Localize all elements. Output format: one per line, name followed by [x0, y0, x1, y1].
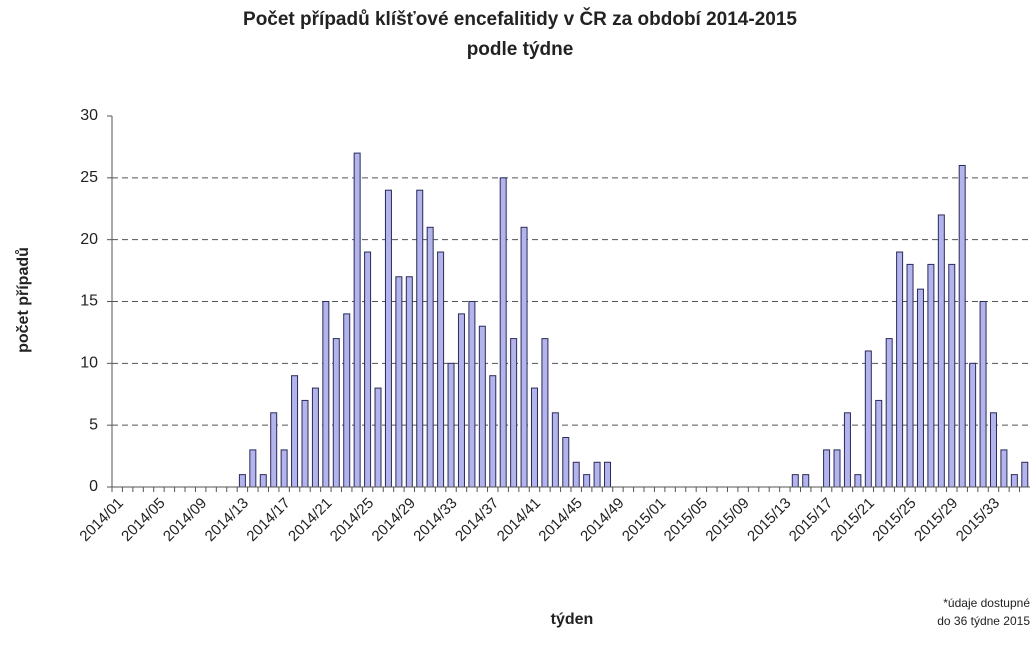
- x-tick-label: 2014/01: [76, 495, 126, 545]
- bar: [989, 412, 997, 488]
- bar: [249, 449, 257, 488]
- bar: [301, 399, 309, 488]
- x-tick-label: 2014/45: [535, 495, 585, 545]
- y-tick-label: 5: [89, 416, 98, 433]
- y-tick-label: 0: [89, 478, 98, 495]
- x-tick-label: 2015/09: [702, 495, 752, 545]
- bar: [499, 177, 507, 488]
- x-tick-label: 2015/17: [786, 495, 836, 545]
- bar: [447, 362, 455, 488]
- bar: [1010, 474, 1018, 488]
- x-tick-label: 2014/21: [285, 495, 335, 545]
- bar: [875, 399, 883, 488]
- bar: [510, 338, 518, 488]
- y-tick-label: 15: [80, 293, 98, 310]
- bar: [457, 313, 465, 488]
- bar: [520, 226, 528, 488]
- y-tick-label: 10: [80, 355, 98, 372]
- bar: [478, 325, 486, 488]
- bar: [1021, 461, 1029, 488]
- bar: [906, 263, 914, 488]
- bar: [948, 263, 956, 488]
- bar: [583, 474, 591, 488]
- chart-subtitle: podle týdne: [467, 39, 574, 60]
- bar: [489, 375, 497, 488]
- bar: [593, 461, 601, 488]
- x-tick-label: 2015/01: [619, 495, 669, 545]
- bar: [885, 338, 893, 488]
- bar: [530, 387, 538, 488]
- y-tick-label: 30: [80, 107, 98, 124]
- bar: [332, 338, 340, 488]
- bar: [280, 449, 288, 488]
- bar: [364, 251, 372, 488]
- bar: [259, 474, 267, 488]
- bar: [843, 412, 851, 488]
- bar: [551, 412, 559, 488]
- x-tick-label: 2014/29: [369, 495, 419, 545]
- bar: [969, 362, 977, 488]
- x-tick-label: 2014/37: [452, 495, 502, 545]
- bar: [541, 338, 549, 488]
- x-tick-label: 2015/05: [661, 495, 711, 545]
- y-tick-label: 20: [80, 231, 98, 248]
- x-tick-label: 2014/09: [160, 495, 210, 545]
- bar: [416, 189, 424, 488]
- bar: [1000, 449, 1008, 488]
- x-tick-label: 2014/13: [202, 495, 252, 545]
- x-tick-label: 2014/33: [410, 495, 460, 545]
- bar: [238, 474, 246, 488]
- bar: [802, 474, 810, 488]
- x-tick-label: 2015/29: [911, 495, 961, 545]
- x-tick-label: 2015/33: [953, 495, 1003, 545]
- bar: [426, 226, 434, 488]
- bar: [395, 276, 403, 488]
- bar: [291, 375, 299, 488]
- bar: [854, 474, 862, 488]
- bar: [979, 301, 987, 488]
- x-tick-label: 2014/25: [327, 495, 377, 545]
- bar: [572, 461, 580, 488]
- bar: [384, 189, 392, 488]
- bar: [864, 350, 872, 488]
- bar: [562, 437, 570, 488]
- bar: [311, 387, 319, 488]
- footnote: do 36 týdne 2015: [937, 614, 1030, 628]
- x-tick-label: 2014/49: [577, 495, 627, 545]
- bar: [916, 288, 924, 488]
- y-axis-label: počet případů: [15, 247, 32, 353]
- x-tick-label: 2014/17: [243, 495, 293, 545]
- bar: [823, 449, 831, 488]
- footnote: *údaje dostupné: [943, 596, 1030, 610]
- bar: [833, 449, 841, 488]
- bar: [604, 461, 612, 488]
- bar: [322, 301, 330, 488]
- bar: [405, 276, 413, 488]
- x-tick-label: 2014/05: [118, 495, 168, 545]
- x-tick-label: 2015/13: [744, 495, 794, 545]
- bar: [896, 251, 904, 488]
- x-axis-label: týden: [551, 611, 594, 628]
- chart-title: Počet případů klíšťové encefalitidy v ČR…: [243, 8, 797, 30]
- x-tick-label: 2014/41: [494, 495, 544, 545]
- x-tick-label: 2015/21: [828, 495, 878, 545]
- bar: [270, 412, 278, 488]
- bar: [927, 263, 935, 488]
- y-tick-label: 25: [80, 169, 98, 186]
- bar: [374, 387, 382, 488]
- bar: [343, 313, 351, 488]
- bar: [937, 214, 945, 488]
- x-tick-label: 2015/25: [869, 495, 919, 545]
- bar: [353, 152, 361, 488]
- bar: [468, 301, 476, 488]
- bar: [791, 474, 799, 488]
- bar: [958, 164, 966, 488]
- bar: [437, 251, 445, 488]
